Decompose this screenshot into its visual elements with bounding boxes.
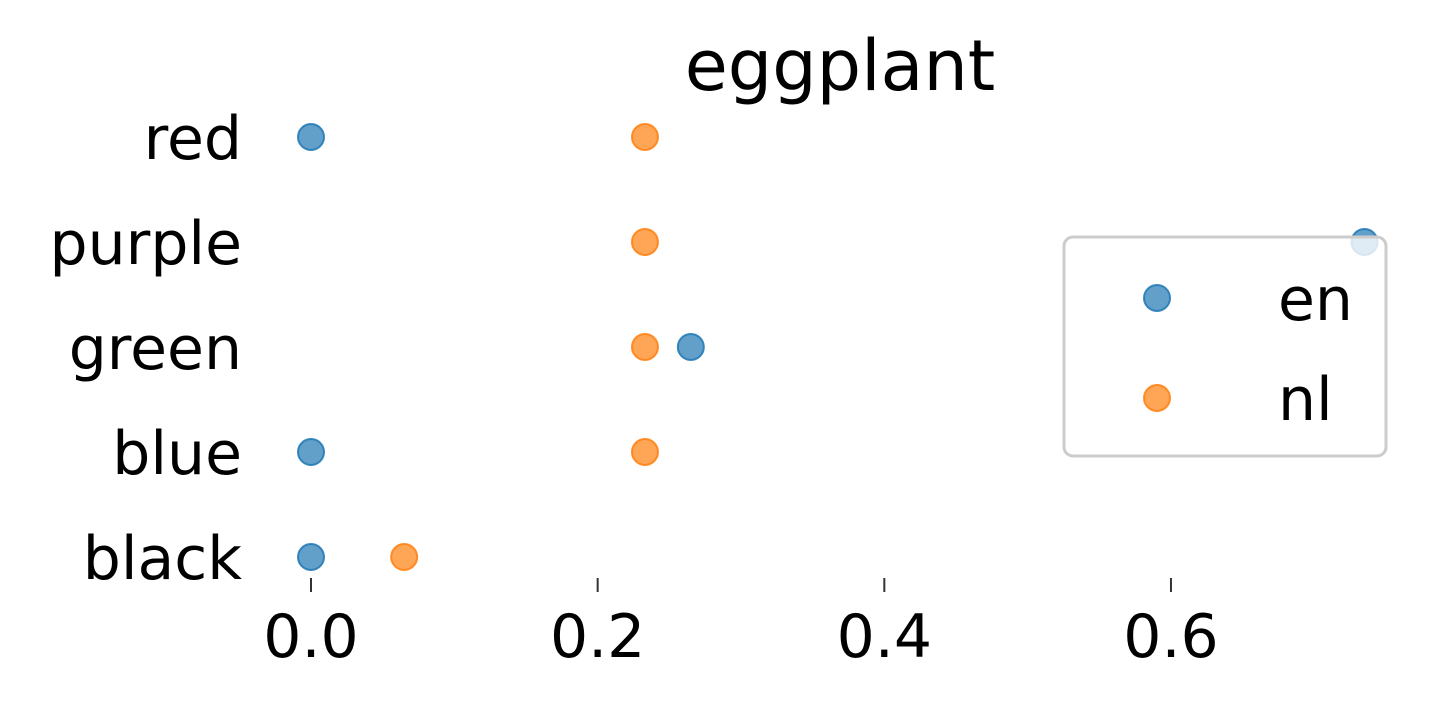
x-tick-labels: 0.0 0.2 0.4 0.6 <box>263 602 1218 672</box>
point-nl-green <box>630 333 659 361</box>
point-nl-black <box>390 543 419 571</box>
legend: en nl <box>1062 235 1388 458</box>
y-tick-label-blue: blue <box>112 419 242 489</box>
legend-label-en: en <box>1278 265 1353 335</box>
y-tick-label-purple: purple <box>50 209 242 279</box>
x-tick-marks <box>310 578 1172 592</box>
point-en-blue <box>297 438 325 466</box>
legend-label-nl: nl <box>1278 365 1333 435</box>
point-en-green <box>676 333 705 361</box>
x-tick-label: 0.4 <box>837 602 932 672</box>
point-en-red <box>297 123 325 151</box>
legend-marker-nl <box>1143 384 1171 412</box>
point-nl-blue <box>630 438 659 466</box>
y-tick-labels: black blue green purple red <box>50 104 243 594</box>
x-tick-label: 0.6 <box>1123 602 1218 672</box>
y-tick-label-black: black <box>83 524 243 594</box>
y-tick-label-green: green <box>69 314 242 384</box>
point-nl-red <box>630 123 659 151</box>
legend-marker-en <box>1143 284 1171 312</box>
point-nl-purple <box>630 228 659 256</box>
y-tick-label-red: red <box>144 104 242 174</box>
x-tick-label: 0.2 <box>550 602 645 672</box>
legend-entries: en nl <box>1143 265 1353 435</box>
chart-title: eggplant <box>685 25 996 107</box>
point-en-black <box>297 543 325 571</box>
x-tick-label: 0.0 <box>263 602 358 672</box>
